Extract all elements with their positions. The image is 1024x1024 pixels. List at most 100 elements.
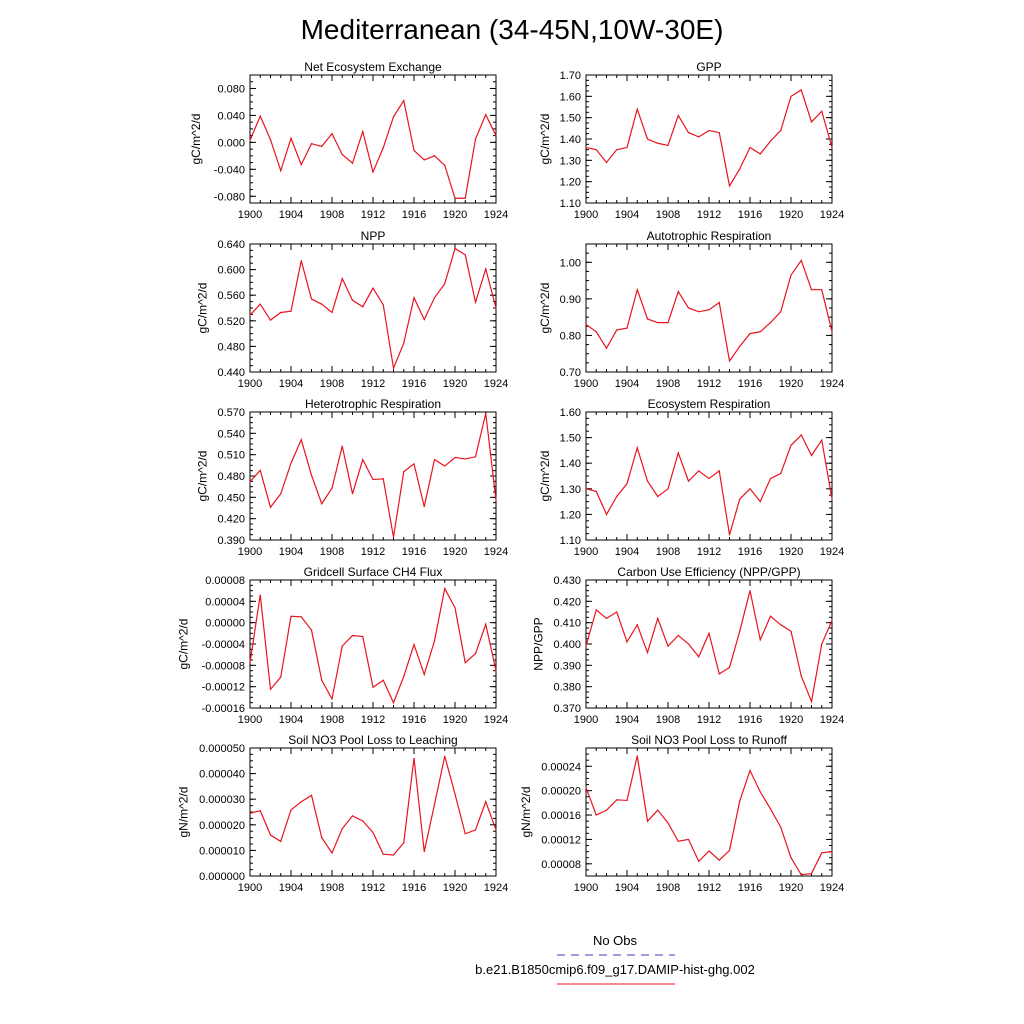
x-tick-label: 1912 [361,882,385,894]
data-point [749,333,751,335]
plot-frame [585,243,833,373]
data-point [392,536,395,538]
data-point [780,311,782,313]
data-point [605,161,608,164]
data-point [300,164,302,166]
data-point [739,168,741,170]
data-point [290,310,292,312]
x-tick-label: 1920 [443,882,467,894]
data-point [626,641,628,643]
data-point [687,643,690,645]
data-point [585,488,587,490]
y-tick-label: 0.80 [560,330,581,342]
series-line [249,756,497,856]
y-tick-label: 0.370 [553,703,581,715]
data-point [474,829,477,831]
series-line [249,247,497,371]
data-point [454,197,456,199]
panel-title: GPP [696,60,721,74]
data-point [769,615,772,617]
data-point [321,145,323,148]
panel-0: Net Ecosystem Exchange 1900 1904 1908 1912 19… [189,60,508,221]
data-point [351,299,354,301]
x-tick-label: 1904 [615,209,639,221]
data-point [444,587,446,590]
x-tick-label: 1908 [320,378,344,390]
y-tick-label: 0.080 [217,83,245,95]
data-point [495,135,497,137]
data-point [790,444,792,446]
y-tick-label: 1.70 [560,70,581,82]
data-point [790,95,792,97]
y-axis-label: gC/m^2/d [196,451,210,502]
data-point [831,619,833,622]
x-tick-label: 1908 [656,546,680,558]
data-point [249,812,251,814]
data-point [444,283,446,285]
y-tick-label: 0.00008 [205,575,245,587]
x-tick-label: 1900 [238,714,262,726]
data-point [413,297,415,299]
data-point [605,347,608,349]
data-point [290,137,292,139]
x-tick-label: 1920 [443,546,467,558]
data-point [321,503,323,505]
y-tick-label: -0.00008 [202,660,245,672]
data-point [698,470,700,472]
x-tick-label: 1904 [279,546,303,558]
x-tick-label: 1916 [402,378,426,390]
data-point [698,860,700,862]
data-point [657,617,659,620]
data-point [646,480,649,482]
data-point [300,439,302,441]
data-point [626,799,628,802]
data-point [372,171,374,173]
data-point [259,594,261,596]
series-line [585,434,833,536]
y-tick-label: 0.450 [217,492,245,504]
y-tick-label: 0.00004 [205,596,245,608]
y-tick-label: 0.510 [217,450,245,462]
data-point [423,318,425,321]
data-point [800,874,802,876]
series-line [249,99,497,199]
data-point [372,686,374,688]
data-point [454,247,456,250]
y-axis-label: gC/m^2/d [538,451,552,502]
data-point [677,840,679,842]
y-tick-label: 0.540 [217,428,245,440]
data-point [759,791,761,793]
data-point [403,100,405,102]
data-point [687,480,690,482]
data-point [769,808,772,810]
x-tick-label: 1900 [574,882,598,894]
data-point [341,445,343,447]
series-line [585,755,833,876]
data-point [759,331,761,333]
data-point [290,462,292,464]
data-point [616,329,618,331]
data-point [300,260,302,262]
y-tick-label: 0.00020 [541,786,581,798]
data-point [362,130,364,133]
data-point [382,304,384,306]
data-point [646,820,649,822]
x-tick-label: 1924 [820,209,844,221]
data-point [362,306,364,308]
y-tick-label: 0.430 [553,575,581,587]
y-tick-label: 1.20 [560,509,581,521]
data-point [749,590,751,592]
y-tick-label: -0.00016 [202,703,245,715]
data-point [831,146,833,149]
data-point [362,820,364,822]
y-tick-label: 0.00012 [541,834,581,846]
data-point [433,297,436,299]
data-point [585,787,587,789]
panel-title: Gridcell Surface CH4 Flux [304,565,443,579]
data-point [269,834,272,836]
y-tick-label: 0.000000 [199,871,245,883]
data-point [259,469,261,471]
y-tick-label: 0.00000 [205,618,245,630]
x-tick-label: 1904 [615,546,639,558]
data-point [310,794,313,796]
